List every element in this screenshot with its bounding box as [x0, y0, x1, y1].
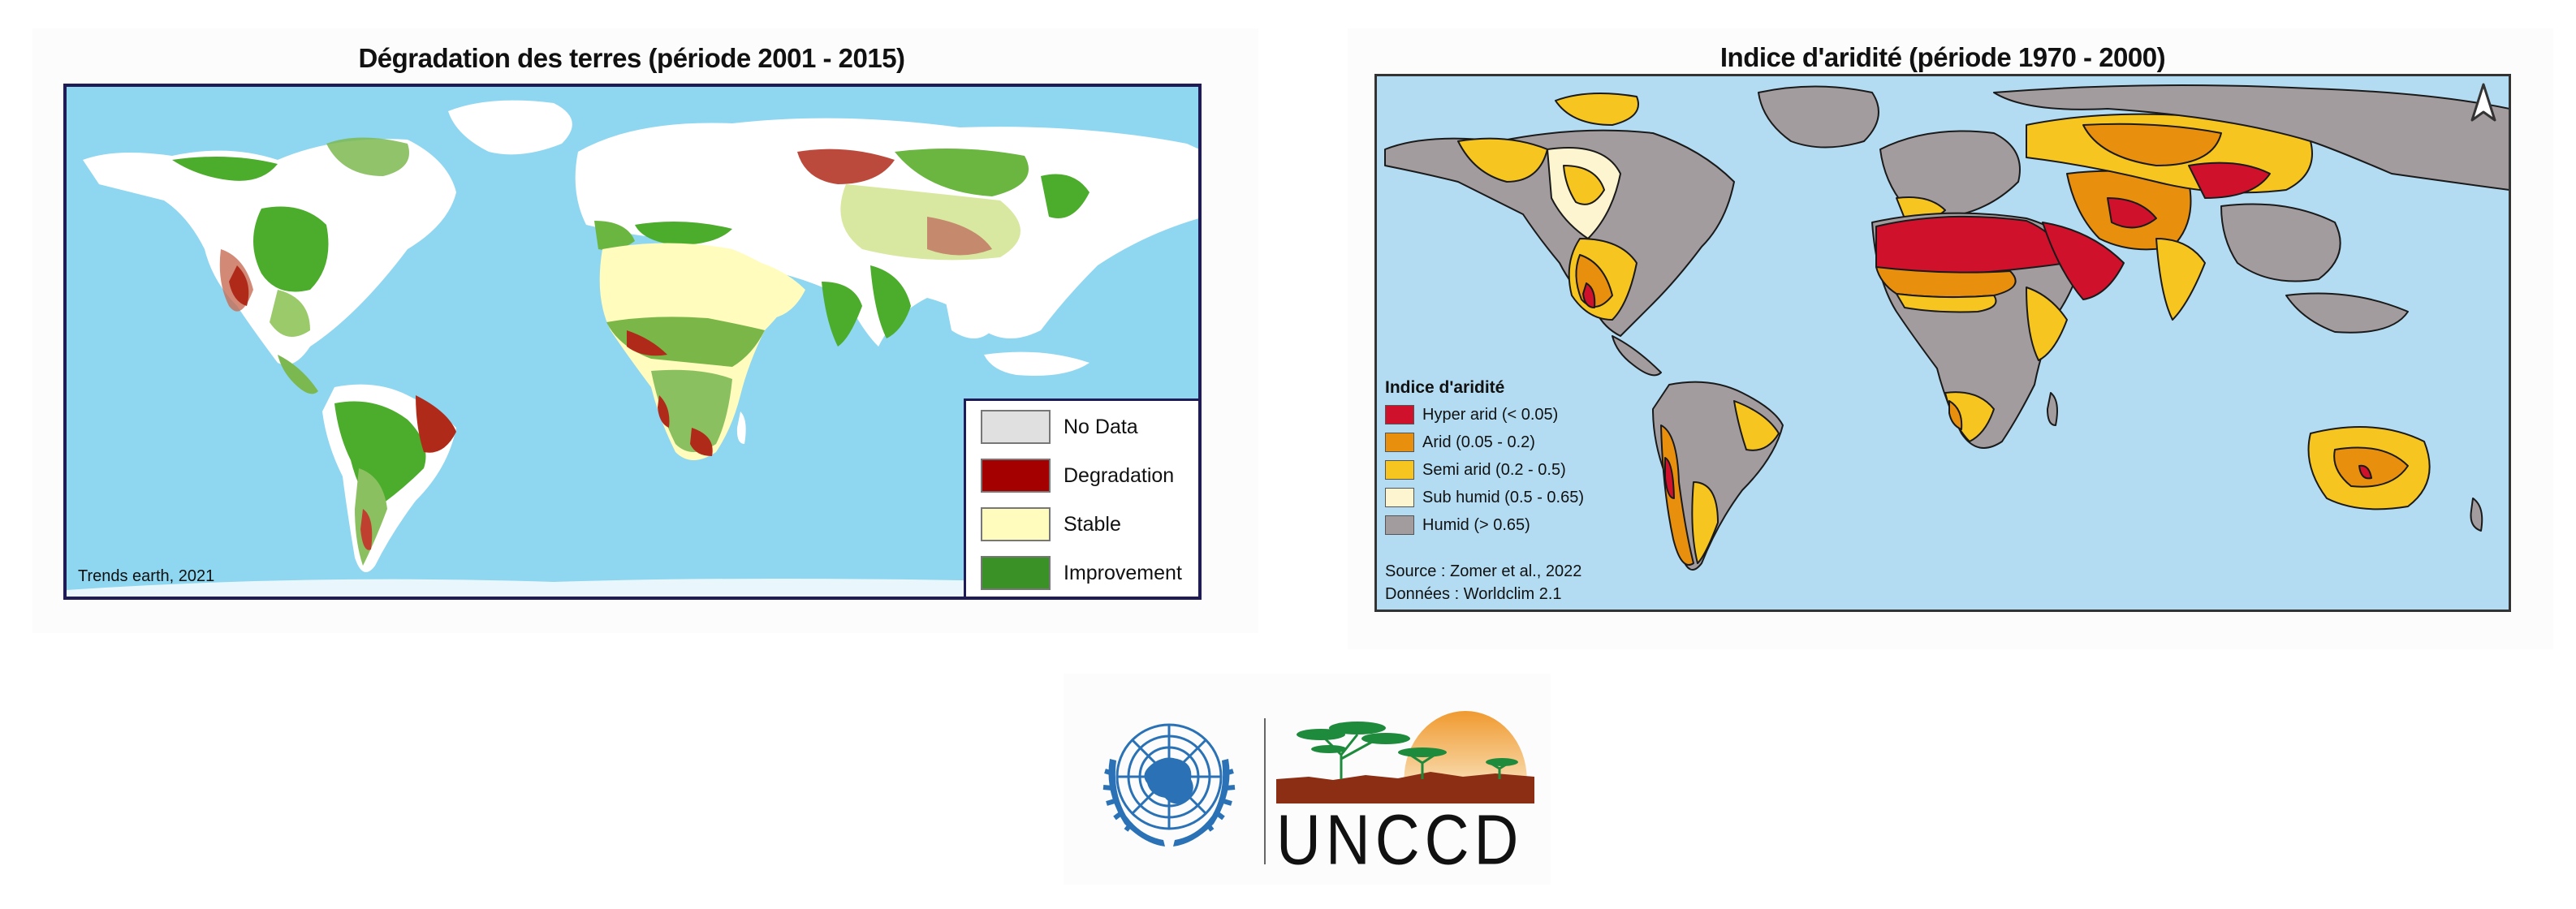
land-degradation-map-graphic [67, 100, 1198, 597]
legend-label: Sub humid (0.5 - 0.65) [1422, 488, 1584, 506]
aridity-legend: Indice d'aridité Hyper arid (< 0.05) Ari… [1385, 378, 1584, 605]
uncccd-wordmark: UNCCD [1276, 800, 1524, 880]
legend-swatch-semi-arid [1385, 460, 1414, 480]
land-degradation-map: Trends earth, 2021 No Data Degradation S… [63, 84, 1202, 600]
un-emblem-icon [1102, 723, 1236, 847]
legend-label: Degradation [1064, 463, 1175, 487]
legend-label: No Data [1064, 415, 1138, 438]
north-arrow-icon [2470, 83, 2496, 122]
legend-swatch-arid [1385, 433, 1414, 452]
legend-label: Arid (0.05 - 0.2) [1422, 433, 1535, 451]
aridity-source: Source : Zomer et al., 2022 [1385, 562, 1582, 580]
right-map-title: Indice d'aridité (période 1970 - 2000) [1719, 42, 2166, 72]
legend-swatch-degradation [981, 459, 1051, 493]
legend-label: Improvement [1064, 561, 1182, 584]
legend-item-stable: Stable [981, 506, 1121, 542]
left-map-credit: Trends earth, 2021 [78, 567, 215, 585]
degradation-legend: No Data Degradation Stable Improvement [964, 398, 1198, 597]
uncccd-landscape-icon [1276, 711, 1534, 803]
aridity-data-credit: Données : Worldclim 2.1 [1385, 585, 1562, 603]
legend-item-hyper-arid: Hyper arid (< 0.05) [1385, 401, 1584, 429]
aridity-index-map-graphic [1384, 84, 2509, 571]
legend-label: Semi arid (0.2 - 0.5) [1422, 460, 1566, 479]
legend-item-semi-arid: Semi arid (0.2 - 0.5) [1385, 456, 1584, 484]
aridity-index-map: Indice d'aridité Hyper arid (< 0.05) Ari… [1374, 74, 2511, 612]
legend-swatch-hyper-arid [1385, 405, 1414, 424]
legend-swatch-improvement [981, 556, 1051, 590]
legend-label: Humid (> 0.65) [1422, 515, 1530, 534]
left-map-title: Dégradation des terres (période 2001 - 2… [358, 43, 905, 73]
legend-swatch-sub-humid [1385, 488, 1414, 507]
legend-label: Stable [1064, 512, 1121, 536]
logo-divider [1264, 718, 1266, 864]
legend-swatch-humid [1385, 515, 1414, 535]
legend-item-no-data: No Data [981, 409, 1138, 445]
legend-label: Hyper arid (< 0.05) [1422, 405, 1559, 424]
logos: UNCCD [1064, 674, 1551, 885]
legend-item-degradation: Degradation [981, 458, 1174, 493]
aridity-legend-title: Indice d'aridité [1385, 378, 1505, 397]
legend-swatch-no-data [981, 410, 1051, 444]
legend-item-arid: Arid (0.05 - 0.2) [1385, 429, 1584, 456]
legend-swatch-stable [981, 507, 1051, 541]
legend-item-humid: Humid (> 0.65) [1385, 511, 1584, 539]
legend-item-sub-humid: Sub humid (0.5 - 0.65) [1385, 484, 1584, 511]
legend-item-improvement: Improvement [981, 555, 1182, 591]
